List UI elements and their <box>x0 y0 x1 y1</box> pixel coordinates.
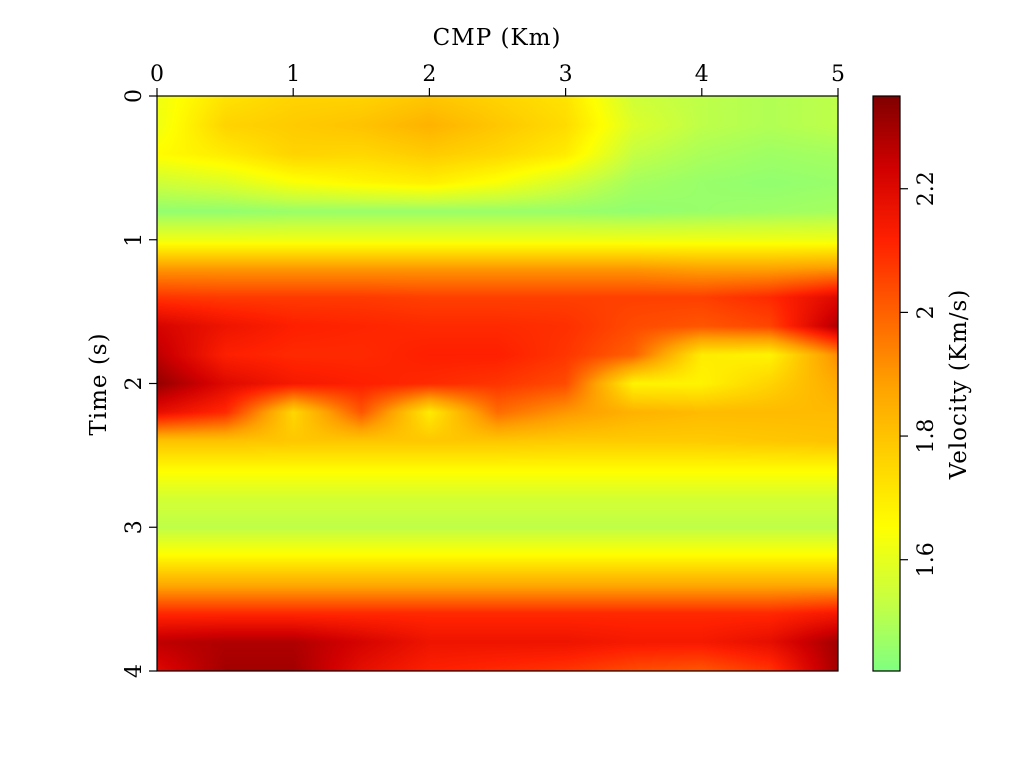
y-tick-label: 1 <box>122 233 147 247</box>
colorbar-frame <box>872 95 901 672</box>
x-tick-label: 2 <box>422 62 436 87</box>
x-tick-label: 5 <box>831 62 845 87</box>
colorbar-ticks: 1.6 1.8 2 2.2 <box>900 171 939 577</box>
heatmap-area <box>156 95 839 672</box>
y-tick-label: 4 <box>122 664 147 678</box>
colorbar-title: Velocity (Km/s) <box>946 289 972 481</box>
y-tick-label: 0 <box>122 89 147 103</box>
x-tick-label: 0 <box>150 62 164 87</box>
x-tick-label: 4 <box>695 62 709 87</box>
colorbar-tick-label: 2 <box>914 305 939 319</box>
colorbar-tick-label: 1.8 <box>914 419 939 454</box>
x-axis-ticks: 0 1 2 3 4 5 <box>150 62 845 96</box>
heatmap-image <box>157 96 838 671</box>
colorbar-tick-label: 1.6 <box>914 542 939 577</box>
y-axis-ticks: 0 1 2 3 4 <box>122 89 157 678</box>
y-tick-label: 3 <box>122 520 147 534</box>
y-tick-label: 2 <box>122 377 147 391</box>
colorbar <box>872 95 901 672</box>
colorbar-tick-label: 2.2 <box>914 171 939 206</box>
colorbar-gradient <box>873 96 900 671</box>
y-axis-title: Time (s) <box>86 332 112 435</box>
x-axis-title: CMP (Km) <box>433 25 562 51</box>
x-tick-label: 1 <box>286 62 300 87</box>
heatmap-fo <box>157 96 838 671</box>
x-tick-label: 3 <box>559 62 573 87</box>
